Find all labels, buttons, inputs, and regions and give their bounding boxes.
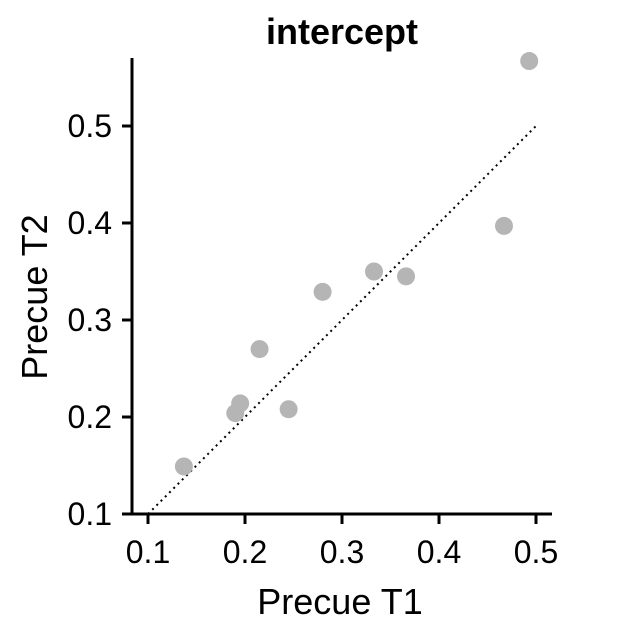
scatter-point <box>494 216 513 235</box>
x-tick-label: 0.3 <box>320 534 364 570</box>
x-tick-label: 0.2 <box>223 534 267 570</box>
scatter-point <box>231 394 250 413</box>
y-tick-label: 0.4 <box>68 205 112 241</box>
scatter-point <box>397 267 416 286</box>
scatter-point <box>250 340 269 359</box>
y-tick-label: 0.2 <box>68 399 112 435</box>
x-axis-label: Precue T1 <box>257 581 422 622</box>
x-tick-label: 0.5 <box>514 534 558 570</box>
identity-reference-line <box>147 125 537 515</box>
data-points <box>174 52 539 476</box>
reference-line-layer <box>147 125 537 515</box>
y-axis-label: Precue T2 <box>14 214 55 379</box>
scatter-point <box>313 282 332 301</box>
axes: 0.1 0.2 0.3 0.4 0.5 0.1 0.2 0.3 0.4 0.5 <box>68 58 558 570</box>
scatter-point <box>174 457 193 476</box>
chart-title: intercept <box>266 11 418 52</box>
y-tick-label: 0.1 <box>68 496 112 532</box>
y-tick-label: 0.5 <box>68 108 112 144</box>
x-tick-label: 0.4 <box>417 534 461 570</box>
y-tick-label: 0.3 <box>68 302 112 338</box>
x-tick-label: 0.1 <box>126 534 170 570</box>
scatter-point <box>520 52 539 71</box>
scatter-point <box>365 262 384 281</box>
scatter-point <box>279 400 298 419</box>
